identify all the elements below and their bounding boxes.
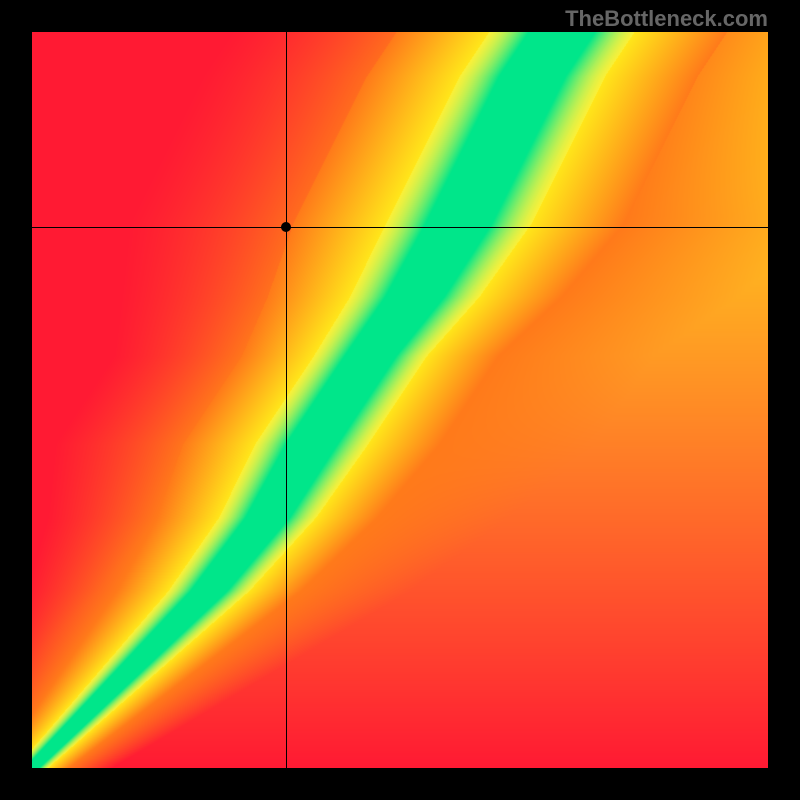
marker-dot — [281, 222, 291, 232]
crosshair-horizontal — [32, 227, 768, 228]
heatmap-plot — [32, 32, 768, 768]
watermark-text: TheBottleneck.com — [565, 6, 768, 32]
crosshair-vertical — [286, 32, 287, 768]
heatmap-canvas — [32, 32, 768, 768]
